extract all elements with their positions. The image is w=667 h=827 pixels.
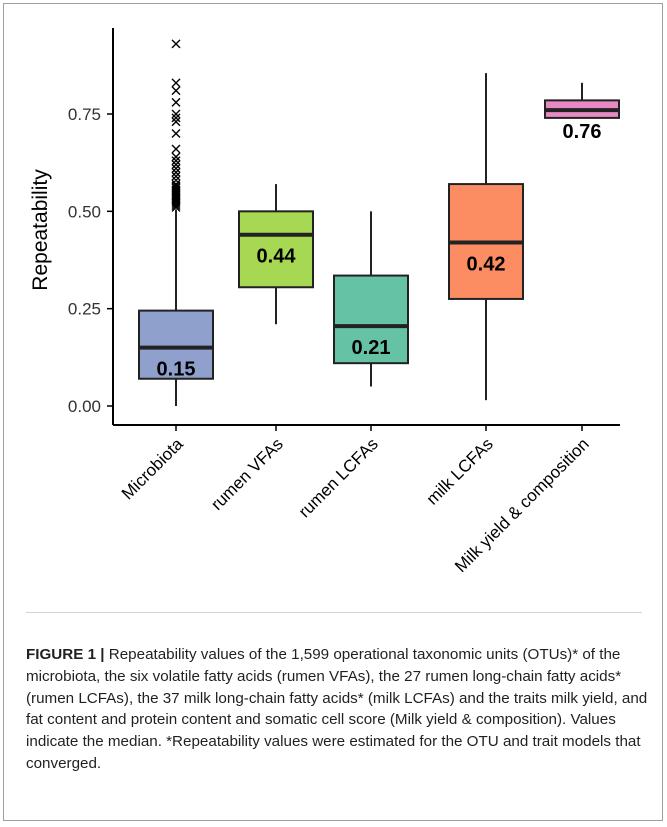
outlier-point bbox=[171, 152, 181, 162]
figure-caption: FIGURE 1 | Repeatability values of the 1… bbox=[26, 644, 656, 775]
figure-frame bbox=[3, 3, 663, 821]
outlier-point bbox=[171, 78, 181, 88]
caption-figure-label: FIGURE 1 bbox=[26, 646, 97, 663]
outlier-point bbox=[171, 97, 181, 107]
caption-separator: | bbox=[100, 646, 105, 663]
outlier-point bbox=[171, 167, 181, 177]
box-plot-chart: Repeatability 0.00 0.25 0.50 0.75 Microbiota… bbox=[29, 28, 620, 576]
box-iqr bbox=[238, 210, 314, 289]
median-value-label: 0.42 bbox=[467, 253, 506, 275]
box-iqr bbox=[138, 309, 214, 380]
x-tick-label: milk LCFAs bbox=[423, 434, 497, 508]
outlier-point bbox=[171, 160, 181, 170]
outlier-point bbox=[171, 113, 181, 123]
outlier-point bbox=[171, 164, 181, 174]
caption-divider bbox=[26, 612, 642, 613]
outlier-point bbox=[171, 144, 181, 154]
x-tick-label: rumen LCFAs bbox=[295, 434, 382, 521]
x-tick-label: Microbiota bbox=[118, 434, 187, 503]
outlier-point bbox=[171, 128, 181, 138]
outlier-point bbox=[171, 200, 181, 210]
outlier-point bbox=[171, 202, 181, 212]
outlier-point bbox=[171, 109, 181, 119]
y-tick-label: 0.25 bbox=[68, 300, 101, 319]
outlier-point bbox=[171, 171, 181, 181]
outlier-point bbox=[171, 86, 181, 96]
median-value-label: 0.21 bbox=[352, 337, 391, 359]
y-tick-label: 0.75 bbox=[68, 105, 101, 124]
median-value-label: 0.44 bbox=[257, 246, 297, 268]
box-iqr bbox=[333, 274, 409, 365]
median-value-label: 0.76 bbox=[563, 121, 602, 143]
caption-text: Repeatability values of the 1,599 operat… bbox=[26, 646, 648, 772]
outlier-point bbox=[171, 39, 181, 49]
outlier-point bbox=[171, 117, 181, 127]
y-axis-label: Repeatability bbox=[29, 169, 52, 291]
x-tick-label: rumen VFAs bbox=[207, 434, 287, 514]
outlier-point bbox=[171, 199, 181, 209]
y-tick-label: 0.50 bbox=[68, 202, 101, 221]
outlier-point bbox=[171, 156, 181, 166]
median-value-label: 0.15 bbox=[157, 359, 196, 381]
y-tick-label: 0.00 bbox=[68, 397, 101, 416]
